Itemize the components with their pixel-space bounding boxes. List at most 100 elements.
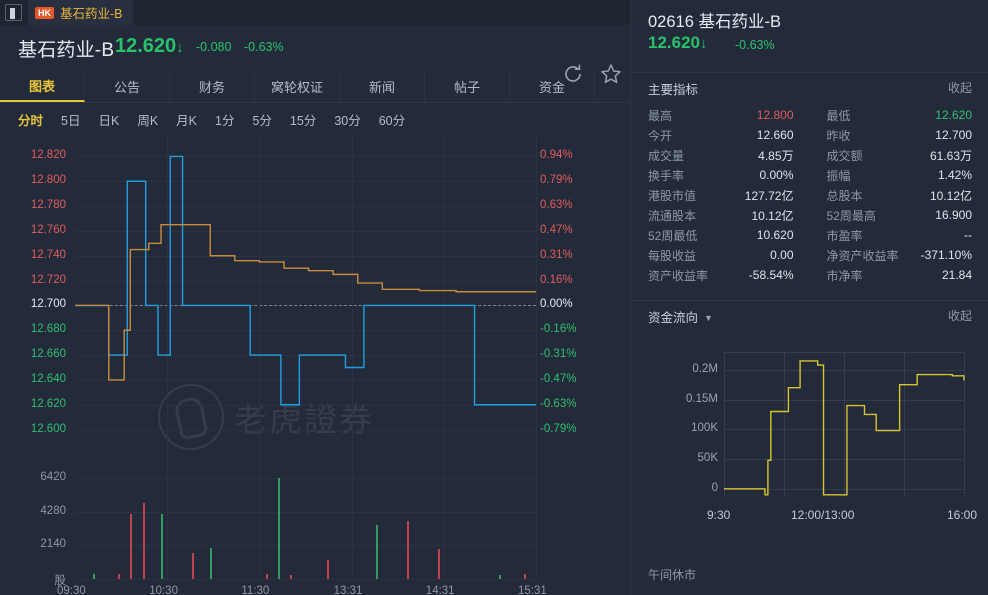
favorite-star-icon[interactable] bbox=[598, 61, 624, 87]
period-selector: 分时 5日 日K 周K 月K 1分 5分 15分 30分 60分 bbox=[0, 105, 630, 133]
gridline-horizontal bbox=[75, 429, 536, 431]
gridline-vertical bbox=[351, 136, 353, 579]
metric-cell: 总股本 10.12亿 bbox=[810, 187, 988, 204]
time-axis-label: 13:31 bbox=[333, 585, 363, 595]
volume-bar bbox=[290, 574, 293, 579]
percent-axis-label: -0.47% bbox=[540, 372, 577, 385]
volume-bar bbox=[327, 560, 329, 579]
time-axis-label: 09:30 bbox=[57, 585, 86, 595]
metric-label: 52周最低 bbox=[648, 228, 698, 243]
volume-bar bbox=[406, 521, 409, 579]
price-axis-label: 12.760 bbox=[30, 223, 66, 236]
period-0[interactable]: 分时 bbox=[18, 113, 44, 128]
volume-bar bbox=[161, 514, 164, 579]
volume-bar bbox=[265, 574, 268, 579]
price-axis-label: 12.780 bbox=[30, 199, 66, 212]
last-price-value: 12.620 bbox=[115, 35, 177, 57]
metric-value: 16.900 bbox=[935, 208, 972, 222]
details-price-arrow: ↓ bbox=[700, 35, 708, 52]
flow-axis-label: 0.2M bbox=[692, 362, 718, 375]
metric-label: 港股市值 bbox=[648, 188, 697, 203]
period-5[interactable]: 1分 bbox=[215, 113, 235, 128]
key-metrics-collapse-button[interactable]: 收起 bbox=[947, 81, 972, 95]
metric-value: 0.00 bbox=[770, 248, 794, 262]
metric-cell: 昨收 12.700 bbox=[810, 127, 988, 144]
period-6[interactable]: 5分 bbox=[252, 113, 272, 128]
tab-5[interactable]: 帖子 bbox=[425, 71, 510, 102]
volume-axis-label: 6420 bbox=[40, 470, 66, 483]
series-average-price bbox=[75, 224, 536, 381]
tab-label: 资金 bbox=[538, 80, 565, 95]
volume-axis-label: 股 bbox=[54, 575, 67, 587]
percent-axis-label: 0.79% bbox=[540, 174, 573, 187]
previous-close-line bbox=[75, 305, 536, 307]
metric-row: 今开 12.660 昨收 12.700 bbox=[631, 125, 988, 145]
intraday-chart[interactable]: 老虎證券 12.820 0.94% 12.800 0.79% 12.780 0.63% 12… bbox=[0, 136, 630, 595]
percent-axis-label: -0.79% bbox=[540, 422, 577, 435]
sidebar-toggle-icon[interactable] bbox=[5, 4, 22, 21]
tab-1[interactable]: 公告 bbox=[85, 71, 170, 102]
tab-4[interactable]: 新闻 bbox=[340, 71, 425, 102]
period-9[interactable]: 60分 bbox=[378, 113, 406, 128]
quote-header: 基石药业-B 12.620↓ -0.080 -0.63% bbox=[0, 25, 630, 84]
tab-6[interactable]: 资金 bbox=[510, 71, 595, 102]
percent-axis-label: 0.47% bbox=[540, 223, 573, 236]
market-badge: HK bbox=[35, 6, 54, 19]
gridline-vertical bbox=[443, 136, 445, 579]
window-topbar: HK 基石药业-B bbox=[0, 0, 630, 25]
volume-bar bbox=[376, 525, 379, 579]
capital-flow-collapse-button[interactable]: 收起 bbox=[947, 309, 972, 323]
capital-flow-chart[interactable]: 0.2M 0.15M 100K 50K 0 9:30 12:00/13:00 16:00 bbox=[631, 330, 988, 545]
metric-value: 12.660 bbox=[756, 128, 794, 142]
flow-axis-label: 100K bbox=[691, 422, 718, 435]
percent-axis-label: 0.63% bbox=[540, 199, 573, 212]
period-2[interactable]: 日K bbox=[98, 113, 120, 128]
gridline-vertical bbox=[259, 136, 261, 579]
key-metrics-header: 主要指标 收起 bbox=[631, 72, 988, 101]
metric-row: 换手率 0.00% 振幅 1.42% bbox=[631, 165, 988, 185]
tab-0[interactable]: 图表 bbox=[0, 71, 85, 102]
volume-axis-label: 2140 bbox=[40, 538, 66, 551]
tab-label: 新闻 bbox=[368, 80, 395, 95]
details-last-price: 12.620↓ bbox=[648, 33, 708, 53]
tab-3[interactable]: 窝轮权证 bbox=[255, 71, 340, 102]
metric-label: 总股本 bbox=[826, 188, 863, 203]
volume-bar bbox=[437, 549, 440, 579]
price-axis-label: 12.740 bbox=[30, 248, 66, 261]
metric-cell: 振幅 1.42% bbox=[810, 167, 988, 184]
volume-bar bbox=[118, 574, 121, 579]
metric-value: 21.84 bbox=[941, 268, 972, 282]
metric-value: 127.72亿 bbox=[744, 188, 794, 203]
metric-cell: 今开 12.660 bbox=[631, 127, 810, 144]
percent-axis-label: -0.63% bbox=[540, 397, 577, 410]
metric-cell: 每股收益 0.00 bbox=[631, 247, 810, 264]
flow-series-line bbox=[724, 360, 965, 496]
main-tab-bar: 图表 公告 财务 窝轮权证 新闻 帖子 资金 bbox=[0, 71, 630, 103]
metric-label: 流通股本 bbox=[648, 208, 697, 223]
gridline-vertical bbox=[536, 136, 537, 579]
price-change-percent: -0.63% bbox=[244, 40, 284, 54]
metric-label: 昨收 bbox=[826, 128, 851, 143]
metric-cell: 资产收益率 -58.54% bbox=[631, 267, 810, 284]
metric-label: 市盈率 bbox=[826, 228, 863, 243]
period-4[interactable]: 月K bbox=[176, 113, 197, 128]
metric-row: 港股市值 127.72亿 总股本 10.12亿 bbox=[631, 185, 988, 205]
flow-axis-label: 0 bbox=[711, 481, 718, 494]
period-3[interactable]: 周K bbox=[137, 113, 159, 128]
flow-line-layer bbox=[724, 360, 965, 496]
chevron-down-icon[interactable]: ▼ bbox=[704, 313, 713, 323]
details-price-value: 12.620 bbox=[648, 33, 700, 52]
gridline-horizontal bbox=[75, 330, 536, 332]
tab-2[interactable]: 财务 bbox=[170, 71, 255, 102]
percent-axis-label: 0.00% bbox=[540, 298, 573, 311]
flow-axis-label: 0.15M bbox=[686, 392, 718, 405]
metric-value: 12.620 bbox=[935, 108, 972, 122]
period-1[interactable]: 5日 bbox=[61, 113, 81, 128]
document-tab[interactable]: HK 基石药业-B bbox=[28, 0, 133, 25]
period-7[interactable]: 15分 bbox=[289, 113, 317, 128]
refresh-icon[interactable] bbox=[560, 61, 586, 87]
flow-axis-label: 50K bbox=[697, 452, 718, 465]
volume-bar bbox=[277, 477, 280, 579]
percent-axis-label: 0.31% bbox=[540, 248, 573, 261]
period-8[interactable]: 30分 bbox=[334, 113, 361, 128]
